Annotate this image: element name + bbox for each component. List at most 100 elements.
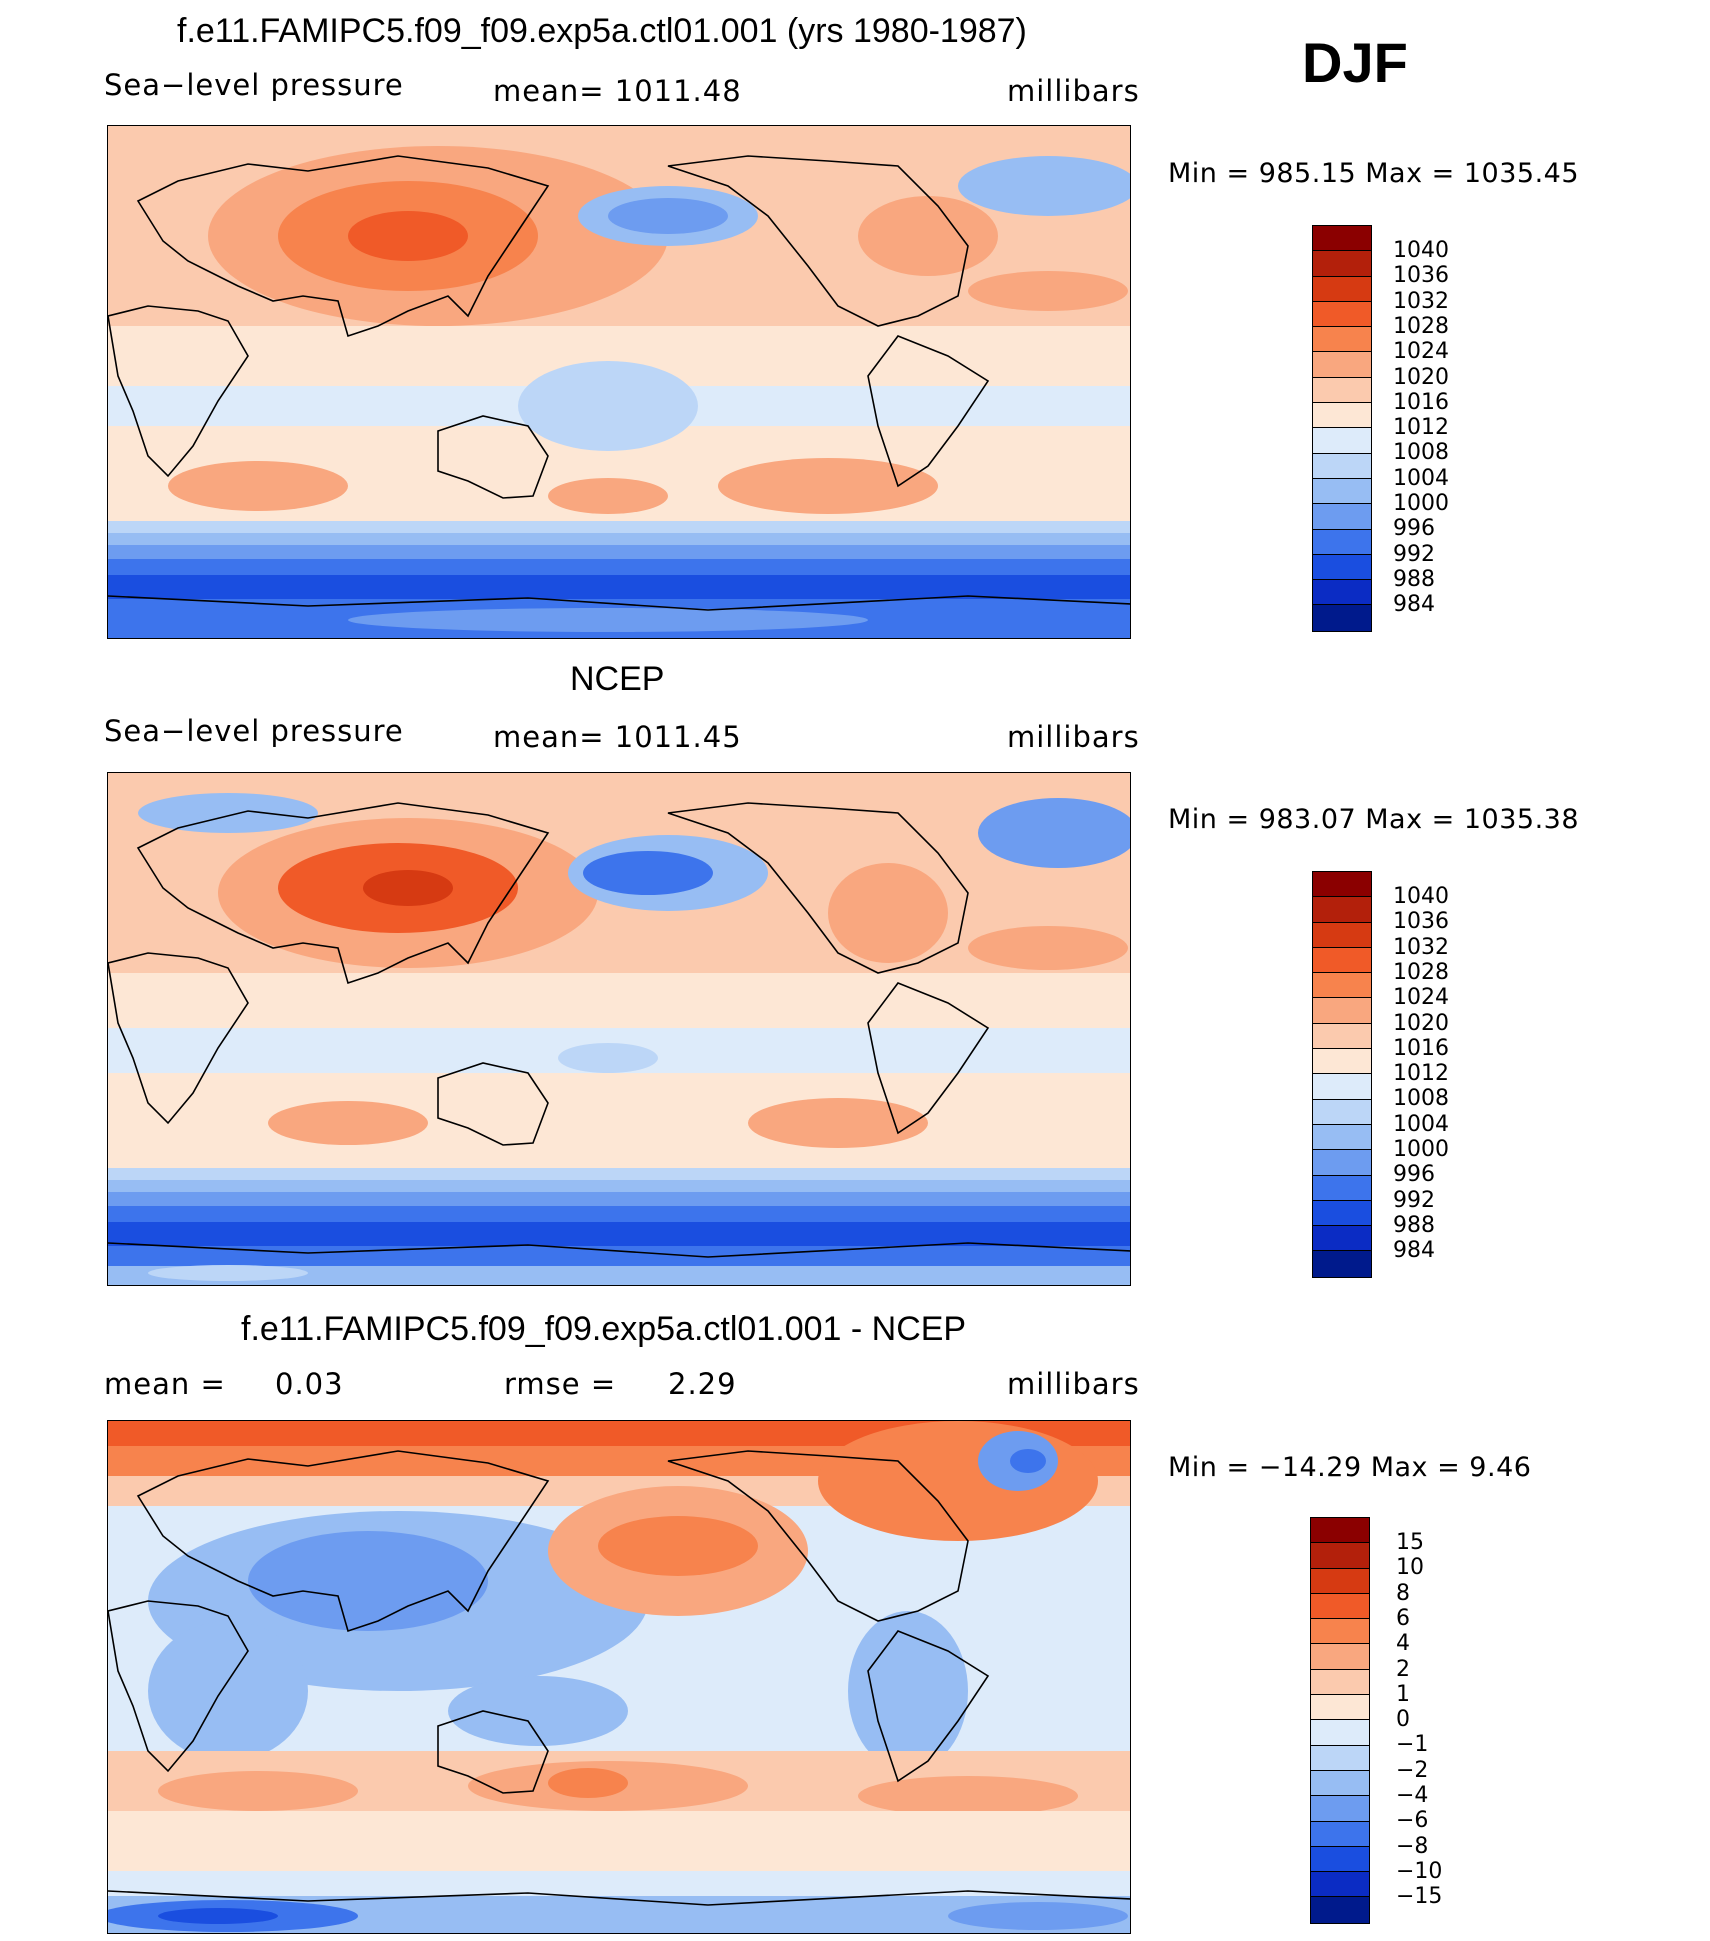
colorbar-swatch: [1311, 1543, 1369, 1569]
colorbar-label: 1016: [1393, 389, 1449, 415]
colorbar-swatch: [1313, 922, 1371, 948]
colorbar-label: 992: [1393, 1187, 1435, 1213]
panel2-map-field: [108, 773, 1130, 1285]
colorbar-swatch: [1313, 226, 1371, 252]
colorbar-label: 992: [1393, 541, 1435, 567]
colorbar-swatch: [1313, 428, 1371, 454]
colorbar-label: 1040: [1393, 884, 1449, 909]
colorbar-swatch: [1313, 478, 1371, 505]
colorbar-swatch: [1311, 1593, 1369, 1620]
colorbar-label: −6: [1396, 1808, 1429, 1834]
colorbar-swatch: [1311, 1644, 1369, 1670]
panel2-units-label: millibars: [1007, 720, 1140, 754]
colorbar-swatch: [1311, 1669, 1369, 1696]
colorbar-label: 1024: [1393, 985, 1449, 1011]
colorbar-swatch: [1313, 872, 1371, 898]
colorbar-swatch: [1313, 554, 1371, 581]
colorbar-label: −1: [1396, 1732, 1429, 1758]
colorbar-swatch: [1313, 1251, 1371, 1277]
colorbar-swatch: [1313, 1200, 1371, 1227]
colorbar-swatch: [1311, 1619, 1369, 1645]
colorbar-label: −10: [1396, 1858, 1443, 1884]
colorbar-swatch: [1311, 1821, 1369, 1847]
colorbar-swatch: [1311, 1897, 1369, 1923]
colorbar-swatch: [1313, 327, 1371, 353]
panel1-variable-label: Sea−level pressure: [104, 68, 404, 102]
colorbar-swatch: [1313, 897, 1371, 923]
colorbar-swatch: [1313, 1175, 1371, 1201]
colorbar-label: 1036: [1393, 263, 1449, 289]
colorbar-label: 1028: [1393, 313, 1449, 339]
colorbar-swatch: [1311, 1846, 1369, 1873]
colorbar-label: 15: [1396, 1530, 1424, 1555]
colorbar-label: 996: [1393, 516, 1435, 542]
colorbar-swatch: [1313, 276, 1371, 302]
colorbar-swatch: [1313, 352, 1371, 378]
panel1-map: [107, 125, 1131, 639]
colorbar-label: 1032: [1393, 934, 1449, 960]
colorbar-label: 1008: [1393, 440, 1449, 466]
colorbar-swatch: [1311, 1568, 1369, 1594]
colorbar-label: 1004: [1393, 465, 1449, 491]
colorbar-label: 1024: [1393, 339, 1449, 365]
colorbar-swatch: [1313, 251, 1371, 277]
colorbar-swatch: [1313, 504, 1371, 530]
panel3-rmse-label: rmse =: [504, 1367, 617, 1401]
colorbar-swatch: [1313, 998, 1371, 1024]
colorbar-label: −15: [1396, 1884, 1443, 1910]
colorbar-label: −8: [1396, 1833, 1429, 1859]
colorbar-swatch: [1313, 973, 1371, 999]
colorbar-label: 1032: [1393, 288, 1449, 314]
colorbar-swatch: [1311, 1796, 1369, 1822]
colorbar-label: 1028: [1393, 959, 1449, 985]
panel2-minmax: Min = 983.07 Max = 1035.38: [1168, 804, 1580, 835]
panel3-colorbar: [1310, 1517, 1370, 1924]
colorbar-swatch: [1311, 1872, 1369, 1898]
colorbar-label: 988: [1393, 566, 1435, 592]
colorbar-swatch: [1313, 1099, 1371, 1125]
colorbar-swatch: [1313, 1023, 1371, 1050]
colorbar-label: 1008: [1393, 1086, 1449, 1112]
panel2-title: NCEP: [570, 660, 665, 698]
season-label: DJF: [1302, 31, 1408, 94]
colorbar-label: 1004: [1393, 1111, 1449, 1137]
colorbar-swatch: [1311, 1770, 1369, 1797]
colorbar-label: −2: [1396, 1757, 1429, 1783]
colorbar-label: 4: [1396, 1631, 1410, 1657]
colorbar-label: 1012: [1393, 415, 1449, 441]
colorbar-swatch: [1313, 1150, 1371, 1176]
panel3-map: [107, 1420, 1131, 1934]
colorbar-label: 988: [1393, 1212, 1435, 1238]
colorbar-label: 984: [1393, 1238, 1435, 1264]
panel2-map: [107, 772, 1131, 1286]
panel1-minmax: Min = 985.15 Max = 1035.45: [1168, 158, 1580, 189]
panel3-mean-label: mean =: [104, 1367, 226, 1401]
panel1-title: f.e11.FAMIPC5.f09_f09.exp5a.ctl01.001 (y…: [177, 12, 1027, 50]
colorbar-swatch: [1313, 301, 1371, 328]
colorbar-swatch: [1313, 1226, 1371, 1252]
colorbar-swatch: [1311, 1745, 1369, 1771]
panel1-colorbar: [1312, 225, 1372, 632]
colorbar-label: 1020: [1393, 1010, 1449, 1036]
colorbar-label: 1040: [1393, 238, 1449, 263]
colorbar-label: 8: [1396, 1580, 1410, 1606]
colorbar-label: 1012: [1393, 1061, 1449, 1087]
panel3-rmse-value: 2.29: [668, 1367, 737, 1401]
colorbar-label: 1016: [1393, 1035, 1449, 1061]
colorbar-swatch: [1311, 1695, 1369, 1721]
panel3-minmax: Min = −14.29 Max = 9.46: [1168, 1452, 1532, 1483]
colorbar-label: 6: [1396, 1605, 1410, 1631]
colorbar-swatch: [1313, 1074, 1371, 1100]
panel2-colorbar: [1312, 871, 1372, 1278]
colorbar-swatch: [1313, 947, 1371, 974]
colorbar-label: 1020: [1393, 364, 1449, 390]
panel1-map-field: [108, 126, 1130, 638]
colorbar-label: 1: [1396, 1681, 1410, 1707]
colorbar-label: 0: [1396, 1707, 1410, 1733]
colorbar-label: 2: [1396, 1656, 1410, 1682]
panel2-variable-label: Sea−level pressure: [104, 714, 404, 748]
colorbar-swatch: [1313, 605, 1371, 631]
colorbar-swatch: [1313, 403, 1371, 429]
panel1-units-label: millibars: [1007, 74, 1140, 108]
panel2-mean-label: mean= 1011.45: [493, 720, 742, 754]
